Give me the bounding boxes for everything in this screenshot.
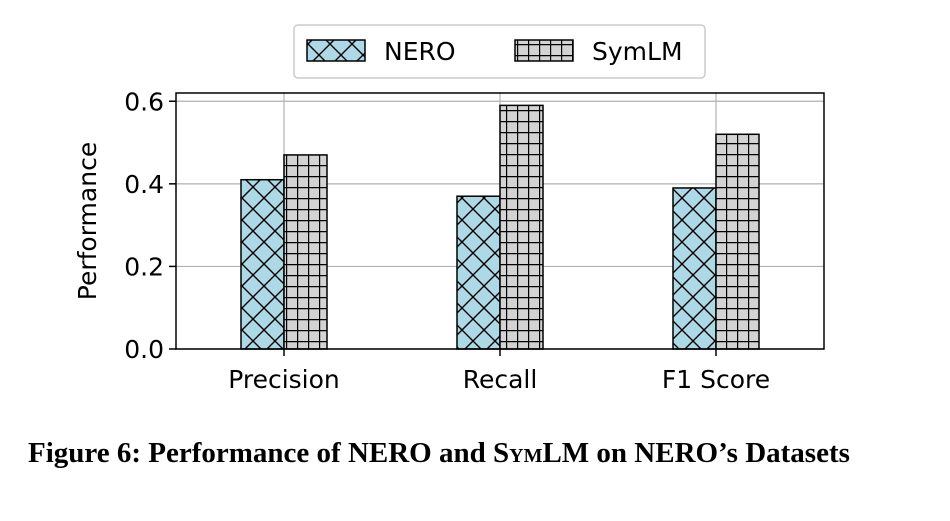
bar-nero-precision xyxy=(240,178,285,350)
legend-label-symlm: SymLM xyxy=(592,37,683,66)
caption-symlm: SymLM xyxy=(493,437,590,469)
y-tick-label: 0.2 xyxy=(124,252,164,281)
y-tick-label: 0.0 xyxy=(124,335,164,364)
legend-frame xyxy=(293,24,706,79)
legend-swatch-nero xyxy=(306,39,366,62)
bar-symlm-precision xyxy=(283,154,328,350)
bar-symlm-f1-score xyxy=(715,133,760,350)
y-ticks: 0.0 0.2 0.4 0.6 xyxy=(124,87,176,364)
caption-suffix: on NERO’s Datasets xyxy=(589,437,850,469)
legend-swatch-symlm xyxy=(514,39,574,62)
x-tick-label: Precision xyxy=(228,365,340,394)
bar-nero-recall xyxy=(456,195,501,350)
y-axis-label: Performance xyxy=(73,142,102,300)
bars xyxy=(240,104,760,350)
x-tick-label: F1 Score xyxy=(662,365,770,394)
figure-caption: Figure 6: Performance of NERO and SymLM … xyxy=(28,432,923,474)
y-tick-label: 0.6 xyxy=(124,87,164,116)
performance-chart: 0.0 0.2 0.4 0.6 Precision Recall F1 Score Per… xyxy=(73,24,825,394)
bar-nero-f1-score xyxy=(672,187,717,350)
x-ticks: Precision Recall F1 Score xyxy=(228,349,770,394)
legend-label-nero: NERO xyxy=(384,37,456,66)
y-tick-label: 0.4 xyxy=(124,170,164,199)
legend: NERO SymLM xyxy=(293,24,706,79)
caption-prefix: Figure 6: Performance of NERO and xyxy=(28,437,493,469)
bar-symlm-recall xyxy=(499,104,544,350)
x-tick-label: Recall xyxy=(463,365,538,394)
